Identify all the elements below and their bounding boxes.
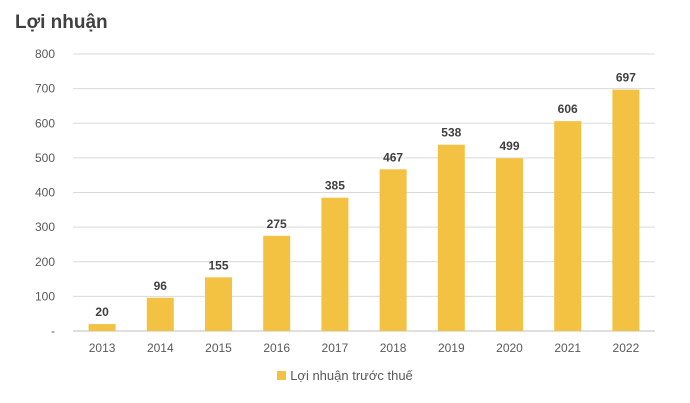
bar-2016 (263, 235, 291, 331)
legend: Lợi nhuận trước thuế (0, 368, 690, 383)
data-label-2017: 385 (325, 179, 345, 193)
y-tick-label: 200 (35, 255, 55, 269)
y-tick-label: 700 (35, 82, 55, 96)
legend-label: Lợi nhuận trước thuế (290, 368, 413, 383)
data-label-2015: 155 (208, 258, 228, 272)
y-tick-label: 400 (35, 186, 55, 200)
data-label-2020: 499 (499, 139, 519, 153)
x-tick-label: 2014 (147, 341, 174, 355)
data-label-2014: 96 (154, 279, 168, 293)
bar-2013 (88, 324, 116, 331)
x-tick-label: 2013 (89, 341, 116, 355)
bar-2022 (612, 89, 640, 331)
x-tick-label: 2021 (554, 341, 581, 355)
bar-2017 (321, 197, 349, 331)
y-tick-label: 800 (35, 47, 55, 61)
x-tick-label: 2019 (438, 341, 465, 355)
chart-title: Lợi nhuận (15, 12, 108, 33)
y-tick-label: 500 (35, 151, 55, 165)
x-tick-label: 2015 (205, 341, 232, 355)
data-label-2013: 20 (95, 305, 109, 319)
legend-swatch (277, 371, 287, 380)
bar-2019 (437, 144, 465, 331)
data-label-2018: 467 (383, 150, 403, 164)
data-label-2021: 606 (558, 102, 578, 116)
x-tick-label: 2018 (380, 341, 407, 355)
y-tick-label: 100 (35, 289, 55, 303)
y-tick-label: - (51, 324, 55, 338)
bar-2018 (379, 169, 407, 331)
bar-2020 (496, 158, 523, 331)
x-tick-label: 2020 (496, 341, 523, 355)
y-tick-label: 300 (35, 220, 55, 234)
x-tick-label: 2016 (263, 341, 290, 355)
data-label-2022: 697 (616, 71, 636, 85)
x-tick-label: 2017 (322, 341, 349, 355)
bar-2021 (554, 121, 582, 331)
data-label-2019: 538 (441, 126, 461, 140)
bar-2015 (205, 277, 232, 331)
x-tick-label: 2022 (613, 341, 640, 355)
bar-2014 (146, 297, 174, 331)
data-label-2016: 275 (267, 217, 287, 231)
y-tick-label: 600 (35, 116, 55, 130)
